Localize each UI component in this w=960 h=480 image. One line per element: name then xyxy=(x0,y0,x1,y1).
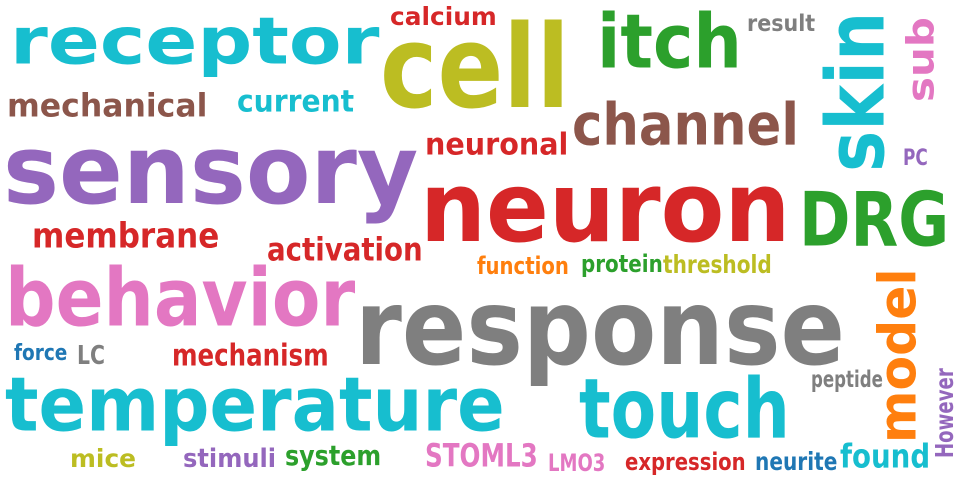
word-temperature: temperature xyxy=(5,361,505,449)
word-function: function xyxy=(477,252,569,280)
word-response: response xyxy=(355,266,846,389)
word-behavior: behavior xyxy=(5,251,356,345)
word-expression: expression xyxy=(625,448,746,476)
word-lc: LC xyxy=(77,341,106,371)
word-touch: touch xyxy=(579,360,790,458)
word-channel: channel xyxy=(572,91,799,159)
word-activation: activation xyxy=(267,231,423,269)
word-force: force xyxy=(14,341,68,366)
word-sensory: sensory xyxy=(3,114,419,226)
word-model: model xyxy=(867,268,928,443)
word-threshold: threshold xyxy=(663,251,772,280)
word-calcium: calcium xyxy=(390,3,497,32)
word-result: result xyxy=(747,10,816,37)
word-pc: PC xyxy=(903,146,928,171)
word-mechanical: mechanical xyxy=(7,87,208,125)
word-found: found xyxy=(840,438,931,476)
word-sub: sub xyxy=(900,17,943,102)
word-stoml3: STOML3 xyxy=(425,437,538,475)
word-neuron: neuron xyxy=(420,151,791,265)
word-mechanism: mechanism xyxy=(172,337,329,373)
word-however: However xyxy=(931,368,960,458)
word-skin: skin xyxy=(809,11,903,173)
word-cell: cell xyxy=(380,0,570,135)
word-peptide: peptide xyxy=(811,366,883,393)
word-membrane: membrane xyxy=(32,215,220,256)
word-drg: DRG xyxy=(799,176,950,264)
word-neuronal: neuronal xyxy=(425,126,569,162)
word-lmo3: LMO3 xyxy=(548,449,606,477)
word-receptor: receptor xyxy=(10,4,380,80)
word-current: current xyxy=(237,83,355,119)
word-protein: protein xyxy=(581,250,663,278)
word-neurite: neurite xyxy=(755,448,838,477)
word-system: system xyxy=(285,439,382,472)
word-mice: mice xyxy=(70,445,137,474)
word-stimuli: stimuli xyxy=(183,444,277,474)
word-itch: itch xyxy=(597,0,742,86)
